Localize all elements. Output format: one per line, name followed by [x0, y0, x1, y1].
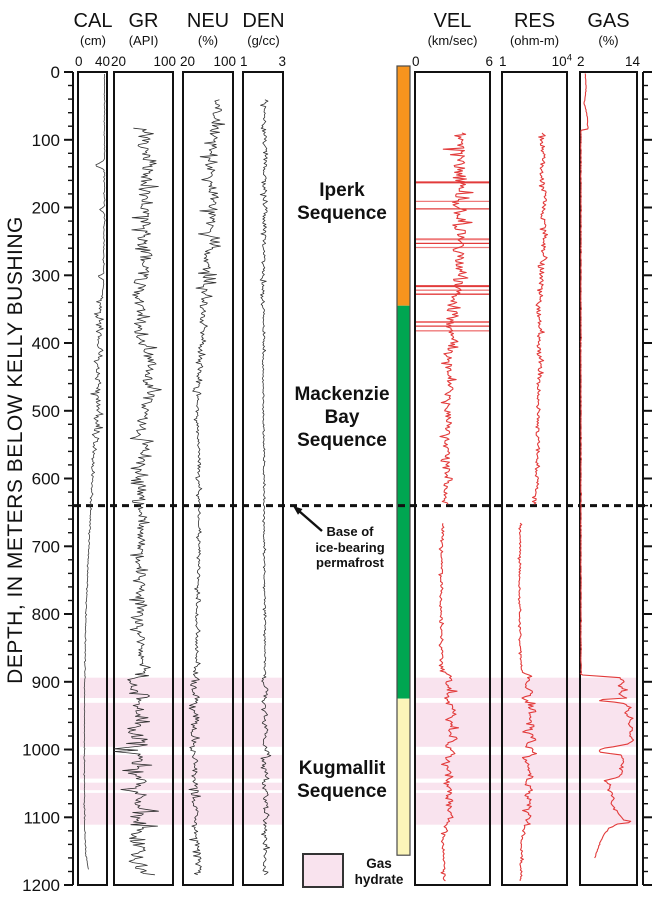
depth-tick-label: 600 — [32, 469, 60, 488]
track-unit-gas: (%) — [598, 32, 619, 48]
depth-tick-label: 1100 — [23, 808, 60, 827]
track-box-neu — [182, 71, 234, 886]
depth-tick-label: 100 — [32, 131, 60, 150]
track-unit-den: (g/cc) — [247, 32, 280, 48]
track-scale-gr: 20 100 — [111, 54, 176, 69]
track-box-gr — [113, 71, 174, 886]
track-box-den — [242, 71, 284, 886]
depth-tick-label: 200 — [32, 198, 60, 217]
track-box-gas — [579, 71, 638, 886]
gas-hydrate-band — [80, 677, 283, 698]
scale-min-vel: 0 — [412, 54, 420, 69]
gas-hydrate-band — [416, 702, 636, 747]
track-title-res: RES — [513, 10, 556, 32]
depth-tick-label: 400 — [32, 334, 60, 353]
strat-column-border — [396, 65, 411, 856]
track-scale-cal: 0 40 — [75, 54, 110, 69]
sequence-label-iperk: Iperk Sequence — [297, 180, 387, 224]
track-scale-gas: 2 14 — [577, 54, 640, 69]
scale-max-neu: 100 — [213, 54, 236, 69]
gas-hydrate-legend: Gas hydrate — [302, 853, 412, 893]
gas-hydrate-band — [416, 754, 636, 779]
depth-tick-label: 300 — [32, 266, 60, 285]
gas-hydrate-band — [80, 782, 283, 791]
strat-column-mackenzie — [397, 305, 410, 699]
sequence-label-kugmallit: Kugmallit Sequence — [297, 758, 387, 802]
scale-min-gas: 2 — [577, 54, 585, 69]
strat-column-iperk — [397, 66, 410, 306]
track-box-vel — [414, 71, 491, 886]
gas-curve — [579, 73, 635, 859]
depth-tick-label: 1200 — [22, 876, 60, 895]
track-box-cal — [77, 71, 108, 886]
gas-hydrate-band — [416, 782, 636, 791]
scale-min-den: 1 — [240, 54, 248, 69]
track-unit-cal: (cm) — [80, 32, 106, 48]
scale-max-vel: 6 — [485, 54, 493, 69]
depth-tick-label: 700 — [32, 537, 60, 556]
track-title-gr: GR — [128, 10, 159, 32]
scale-min-gr: 20 — [111, 54, 127, 69]
depth-tick-label: 1000 — [22, 740, 60, 759]
depth-tick-label: 0 — [51, 63, 60, 82]
gas-hydrate-swatch — [302, 853, 344, 888]
gas-hydrate-legend-label: Gas hydrate — [354, 856, 404, 887]
depth-tick-label: 800 — [32, 605, 60, 624]
track-header-res: RES (ohm-m) — [484, 10, 585, 48]
depth-axis-title: DEPTH, IN METERS BELOW KELLY BUSHING — [4, 216, 27, 684]
track-title-den: DEN — [242, 10, 285, 32]
track-title-gas: GAS — [587, 10, 630, 32]
scale-max-res: 104 — [551, 52, 572, 69]
sequence-label-mackenzie-bay: Mackenzie Bay Sequence — [294, 384, 390, 451]
scale-max-cal: 40 — [94, 54, 110, 69]
permafrost-annotation: Base of ice-bearing permafrost — [315, 524, 385, 570]
vel-curve — [439, 132, 474, 505]
res-curve — [517, 522, 538, 881]
track-header-gr: GR (API) — [96, 10, 191, 48]
cal-curve — [83, 74, 106, 870]
strat-column-kugmallit — [397, 698, 410, 856]
gas-hydrate-band — [80, 754, 283, 779]
scale-min-neu: 20 — [180, 54, 196, 69]
scale-min-res: 1 — [499, 54, 507, 69]
annotation-arrow-line — [298, 510, 323, 532]
track-unit-vel: (km/sec) — [427, 32, 478, 48]
track-unit-res: (ohm-m) — [509, 32, 560, 48]
track-header-cal: CAL (cm) — [61, 10, 125, 48]
track-unit-neu: (%) — [197, 32, 219, 48]
scale-max-gas: 14 — [624, 54, 640, 69]
track-scale-neu: 20 100 — [180, 54, 236, 69]
track-header-gas: GAS (%) — [562, 10, 655, 48]
den-curve — [259, 99, 272, 876]
track-title-cal: CAL — [73, 10, 113, 32]
scale-max-den: 3 — [278, 54, 286, 69]
neu-curve — [188, 99, 226, 876]
depth-tick-label: 900 — [32, 673, 60, 692]
annotation-arrow-head — [293, 506, 303, 515]
gas-hydrate-band — [80, 792, 283, 825]
depth-tick-label: 500 — [32, 402, 60, 421]
track-scale-vel: 0 6 — [412, 54, 493, 69]
track-title-vel: VEL — [433, 10, 472, 32]
track-header-neu: NEU (%) — [165, 10, 251, 48]
track-scale-den: 1 3 — [240, 54, 286, 69]
track-header-den: DEN (g/cc) — [226, 10, 301, 48]
scale-min-cal: 0 — [75, 54, 83, 69]
res-curve — [531, 132, 549, 505]
scale-max-gr: 100 — [153, 54, 176, 69]
gas-hydrate-band — [80, 702, 283, 747]
gr-curve — [113, 127, 162, 876]
track-unit-gr: (API) — [128, 32, 159, 48]
vel-curve — [438, 523, 460, 882]
track-box-res — [501, 71, 568, 886]
track-header-vel: VEL (km/sec) — [397, 10, 508, 48]
track-scale-res: 1 104 — [499, 52, 572, 69]
track-title-neu: NEU — [186, 10, 230, 32]
